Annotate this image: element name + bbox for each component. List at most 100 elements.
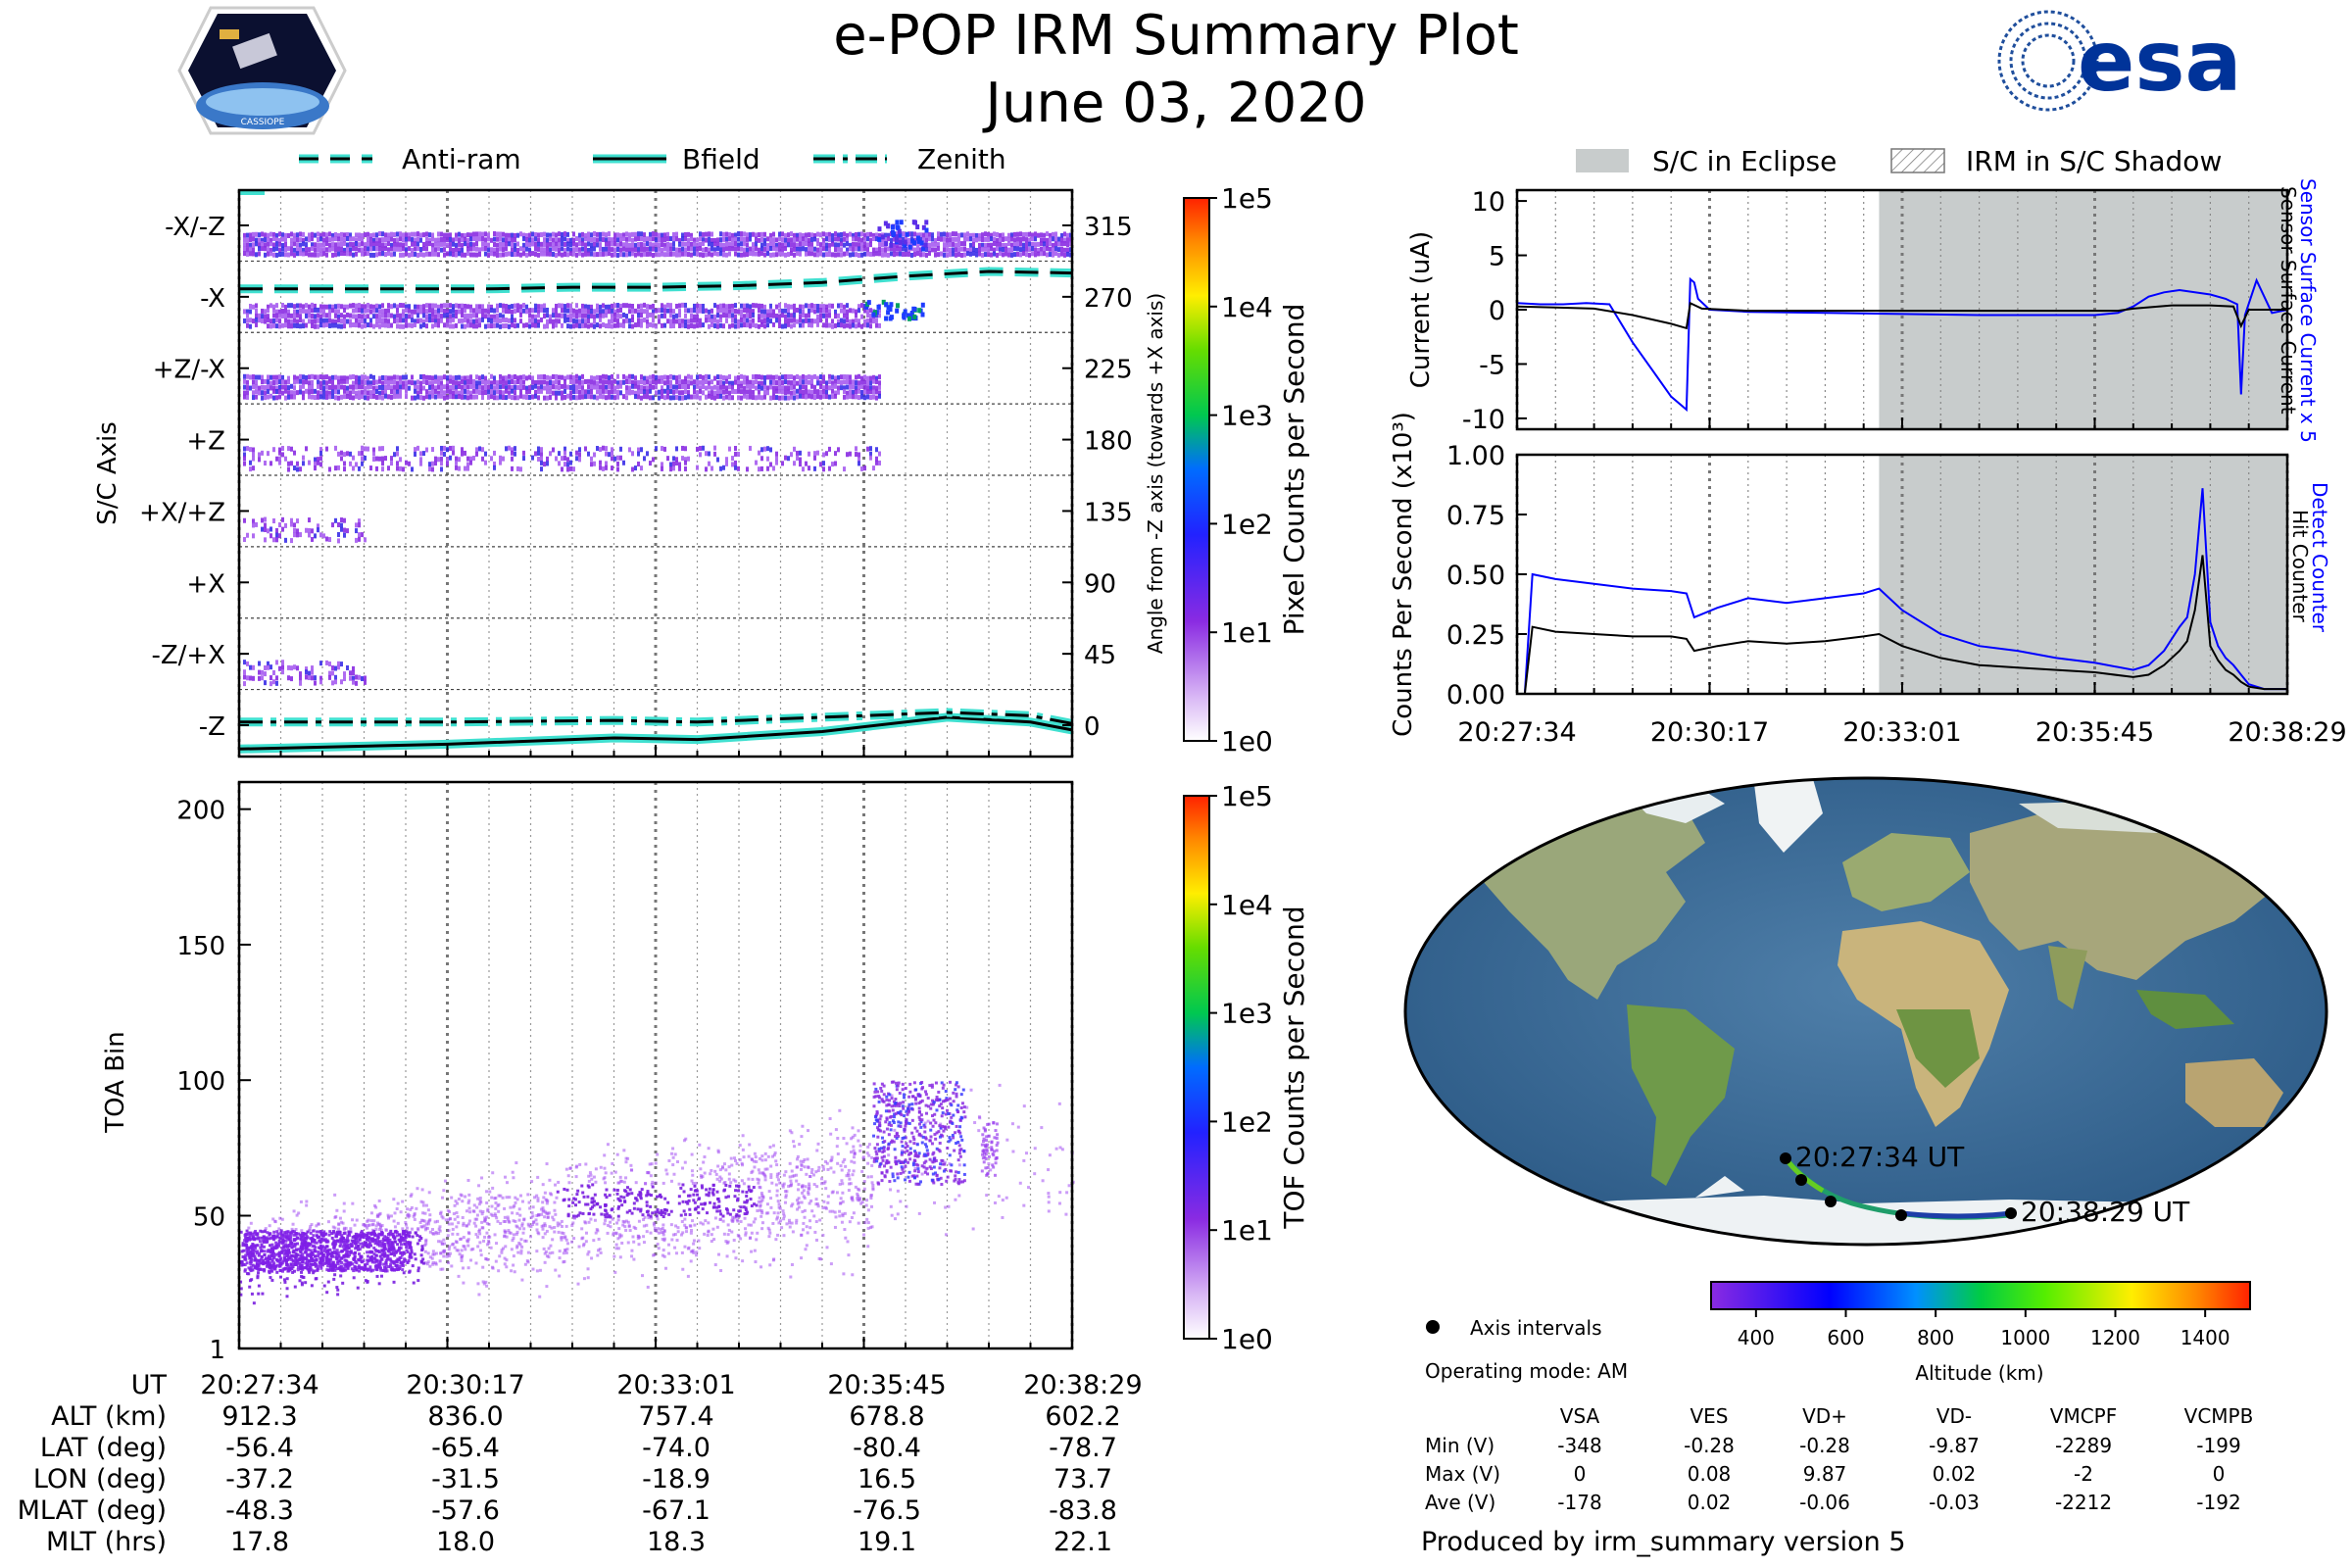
p1-heat-cell	[1049, 236, 1052, 242]
p1-heat-cell	[655, 242, 658, 248]
p1-heat-cell	[602, 466, 605, 471]
p1-heat-cell	[866, 318, 869, 324]
p1-heat-cell	[793, 237, 796, 243]
p1-heat-cell	[264, 246, 267, 252]
p2-heat-cell	[715, 1177, 719, 1181]
p1-heat-cell	[287, 375, 290, 381]
p1-heat-cell	[569, 247, 572, 253]
p1-heat-cell	[322, 374, 325, 380]
p2-heat-cell	[503, 1175, 507, 1179]
p1-heat-cell	[834, 322, 837, 328]
colorbar-tick-label: 1e3	[1221, 400, 1273, 432]
p2-heat-cell	[802, 1221, 806, 1225]
p1-heat-cell	[766, 456, 769, 462]
p1-heat-cell	[519, 318, 522, 324]
p1-heat-cell	[978, 232, 981, 238]
p1-heat-cell	[475, 447, 478, 453]
p1-heat-cell	[564, 394, 566, 400]
p1-heat-cell	[760, 395, 763, 401]
p1-heat-cell	[464, 236, 466, 242]
p2-heat-cell	[826, 1167, 830, 1171]
p2-heat-cell	[747, 1177, 751, 1181]
p1-heat-cell	[719, 393, 722, 399]
p2-heat-cell	[511, 1239, 514, 1243]
p1-heat-cell	[349, 318, 352, 324]
p1-heat-cell	[863, 251, 866, 257]
p1-heat-cell	[287, 385, 290, 391]
p1-heat-cell	[810, 389, 813, 395]
p1-heat-cell	[755, 232, 758, 238]
p1-heat-cell	[272, 322, 275, 328]
p2-heat-cell	[339, 1220, 343, 1224]
p1-heat-cell	[440, 445, 443, 451]
p1-heat-cell	[681, 251, 684, 257]
p2-heat-cell	[467, 1193, 471, 1197]
p1-heat-cell	[452, 385, 455, 391]
p1-heat-cell	[387, 251, 390, 257]
p1-heat-cell	[478, 318, 481, 323]
p2-heat-cell	[474, 1233, 478, 1237]
p1-heat-cell	[734, 460, 737, 466]
p2-heat-cell	[706, 1233, 710, 1237]
p1-heat-cell	[516, 384, 519, 390]
p1-heat-cell	[775, 242, 778, 248]
p1-heat-cell	[640, 246, 643, 252]
p1-heat-cell	[549, 241, 552, 247]
p1-heat-cell	[443, 313, 446, 318]
p1-heat-cell	[299, 373, 302, 379]
p1-heat-cell	[566, 303, 569, 309]
p1-heat-cell	[378, 323, 381, 329]
p1-heat-cell	[572, 389, 575, 395]
p1-heat-cell	[358, 674, 361, 680]
p1-heat-cell	[319, 308, 322, 314]
p1-heat-cell	[308, 247, 311, 253]
p1-heat-cell	[469, 394, 472, 400]
p1-heat-cell	[475, 323, 478, 329]
p2-heat-cell	[732, 1178, 736, 1182]
p1-heat-cell	[634, 390, 637, 396]
p1-heat-cell	[317, 313, 319, 318]
p1-heat-cell	[537, 450, 540, 456]
p2-heat-cell	[565, 1188, 569, 1192]
p1-heat-cell	[284, 318, 287, 323]
p1-heat-cell	[611, 308, 613, 314]
p1-heat-cell	[343, 308, 346, 314]
p1-heat-cell	[813, 309, 816, 315]
p1-heat-cell	[331, 374, 334, 380]
p1-heat-cell	[487, 379, 490, 385]
p1-heat-cell	[869, 395, 872, 401]
p1-heat-cell	[849, 246, 852, 252]
p2-heat-cell	[662, 1181, 665, 1185]
p1-heat-cell	[267, 314, 270, 319]
p1-heat-cell	[246, 322, 249, 328]
p1-heat-cell	[514, 384, 516, 390]
p1-heat-cell	[799, 393, 802, 399]
p1-heat-cell	[872, 389, 875, 395]
p1-heat-cell	[252, 379, 255, 385]
p1-heat-cell	[740, 318, 743, 323]
p1-heat-cell	[602, 321, 605, 327]
p1-heat-cell	[684, 389, 687, 395]
p1-heat-cell	[643, 309, 646, 315]
p1-heat-cell	[813, 318, 816, 324]
p1-heat-cell	[378, 314, 381, 319]
p2-heat-cell	[330, 1236, 334, 1240]
p1-heat-cell	[740, 241, 743, 247]
p1-heat-cell	[249, 309, 252, 315]
p1-heat-cell	[543, 247, 546, 253]
p1-heat-cell	[596, 384, 599, 390]
p1-heat-cell	[293, 664, 296, 670]
p1-heat-cell	[690, 252, 693, 258]
p2-heat-cell	[268, 1244, 271, 1248]
p1-heat-cell	[608, 304, 611, 310]
p1-heat-cell	[875, 375, 878, 381]
p1-heat-cell	[287, 309, 290, 315]
p1-heat-cell	[496, 242, 499, 248]
p1-heat-cell	[328, 662, 331, 667]
p2-heat-cell	[580, 1227, 584, 1231]
p1-heat-cell	[987, 231, 990, 237]
p1-heat-cell	[575, 378, 578, 384]
p1-heat-cell	[431, 251, 434, 257]
p1-heat-cell	[596, 231, 599, 237]
p1-heat-cell	[957, 237, 960, 243]
